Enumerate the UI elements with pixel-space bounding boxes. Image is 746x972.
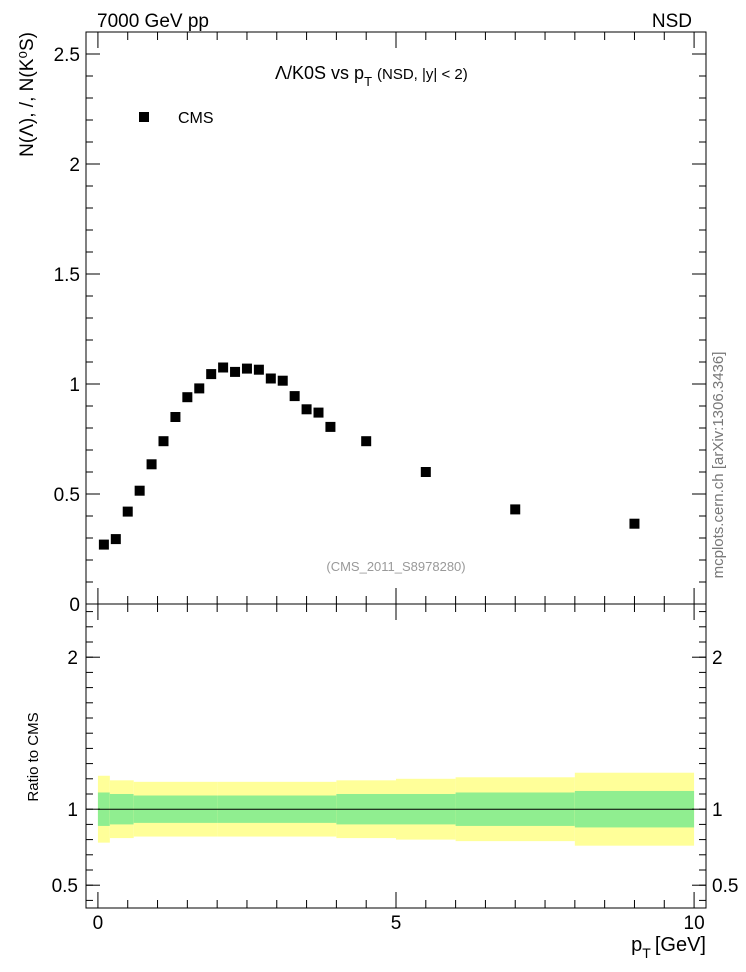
data-point <box>182 392 193 403</box>
data-points <box>98 362 640 550</box>
data-point <box>158 436 169 447</box>
data-point <box>194 383 205 394</box>
data-point <box>110 534 121 545</box>
data-point <box>253 364 264 375</box>
main-ytick-label: 1.5 <box>54 265 80 286</box>
plot-title-tail: (NSD, |y| < 2) <box>377 66 468 83</box>
side-watermark: mcplots.cern.ch [arXiv:1306.3436] <box>710 352 727 579</box>
energy-label: 7000 GeV pp <box>97 11 209 32</box>
data-point <box>301 404 312 415</box>
data-point <box>277 375 288 386</box>
x-axis-label-sub: T <box>642 945 651 961</box>
data-point <box>218 362 229 373</box>
ratio-plot-frame <box>85 603 707 909</box>
data-point <box>289 391 300 402</box>
data-point <box>230 366 241 377</box>
main-ytick-label: 0.5 <box>54 485 80 506</box>
process-label: NSD <box>652 11 692 32</box>
x-tick-label: 10 <box>684 913 705 934</box>
data-point <box>146 459 157 470</box>
data-point <box>122 506 133 517</box>
plot-title-sub: T <box>364 74 372 89</box>
main-ytick-label: 2.5 <box>54 45 80 66</box>
main-ytick-label: 0 <box>69 595 80 616</box>
main-ytick-label: 2 <box>69 155 80 176</box>
ratio-y-axis-label: Ratio to CMS <box>25 712 42 801</box>
x-axis-label-main: p <box>631 934 642 956</box>
x-tick-label: 0 <box>93 913 104 934</box>
data-point <box>98 539 109 550</box>
plot-title: Λ/K0S vs pT (NSD, |y| < 2) <box>275 63 468 89</box>
data-point <box>265 373 276 384</box>
data-point <box>134 485 145 496</box>
data-point <box>325 421 336 432</box>
x-axis-label: pT [GeV] <box>631 934 706 961</box>
data-point <box>510 504 521 515</box>
legend-marker-cms <box>139 112 149 122</box>
data-point <box>420 467 431 477</box>
ratio-ytick-label-right: 2 <box>712 648 723 669</box>
x-tick-label: 5 <box>391 913 402 934</box>
data-point <box>206 369 217 380</box>
x-axis-label-unit: [GeV] <box>655 934 706 956</box>
axes: 0 0.5 1 1.5 2 2.5 0 5 10 0.5 0.5 1 1 2 2 <box>52 31 738 934</box>
analysis-watermark: (CMS_2011_S8978280) <box>326 559 465 574</box>
main-y-axis-label: N(Λ), /, N(K⁰S) <box>17 32 38 157</box>
main-ytick-label: 1 <box>69 375 80 396</box>
data-point <box>361 436 372 447</box>
data-point <box>313 407 324 418</box>
ratio-ytick-label-right: 1 <box>712 800 723 821</box>
ratio-ytick-label-left: 0.5 <box>52 876 78 897</box>
data-point <box>241 363 252 374</box>
plot-title-main: Λ/K0S vs p <box>275 63 364 83</box>
data-point <box>629 518 640 529</box>
ratio-ytick-label-right: 0.5 <box>712 876 738 897</box>
legend-label-cms: CMS <box>178 110 214 127</box>
ratio-ytick-label-left: 2 <box>67 648 78 669</box>
data-point <box>170 412 181 422</box>
ratio-ytick-label-left: 1 <box>67 800 78 821</box>
